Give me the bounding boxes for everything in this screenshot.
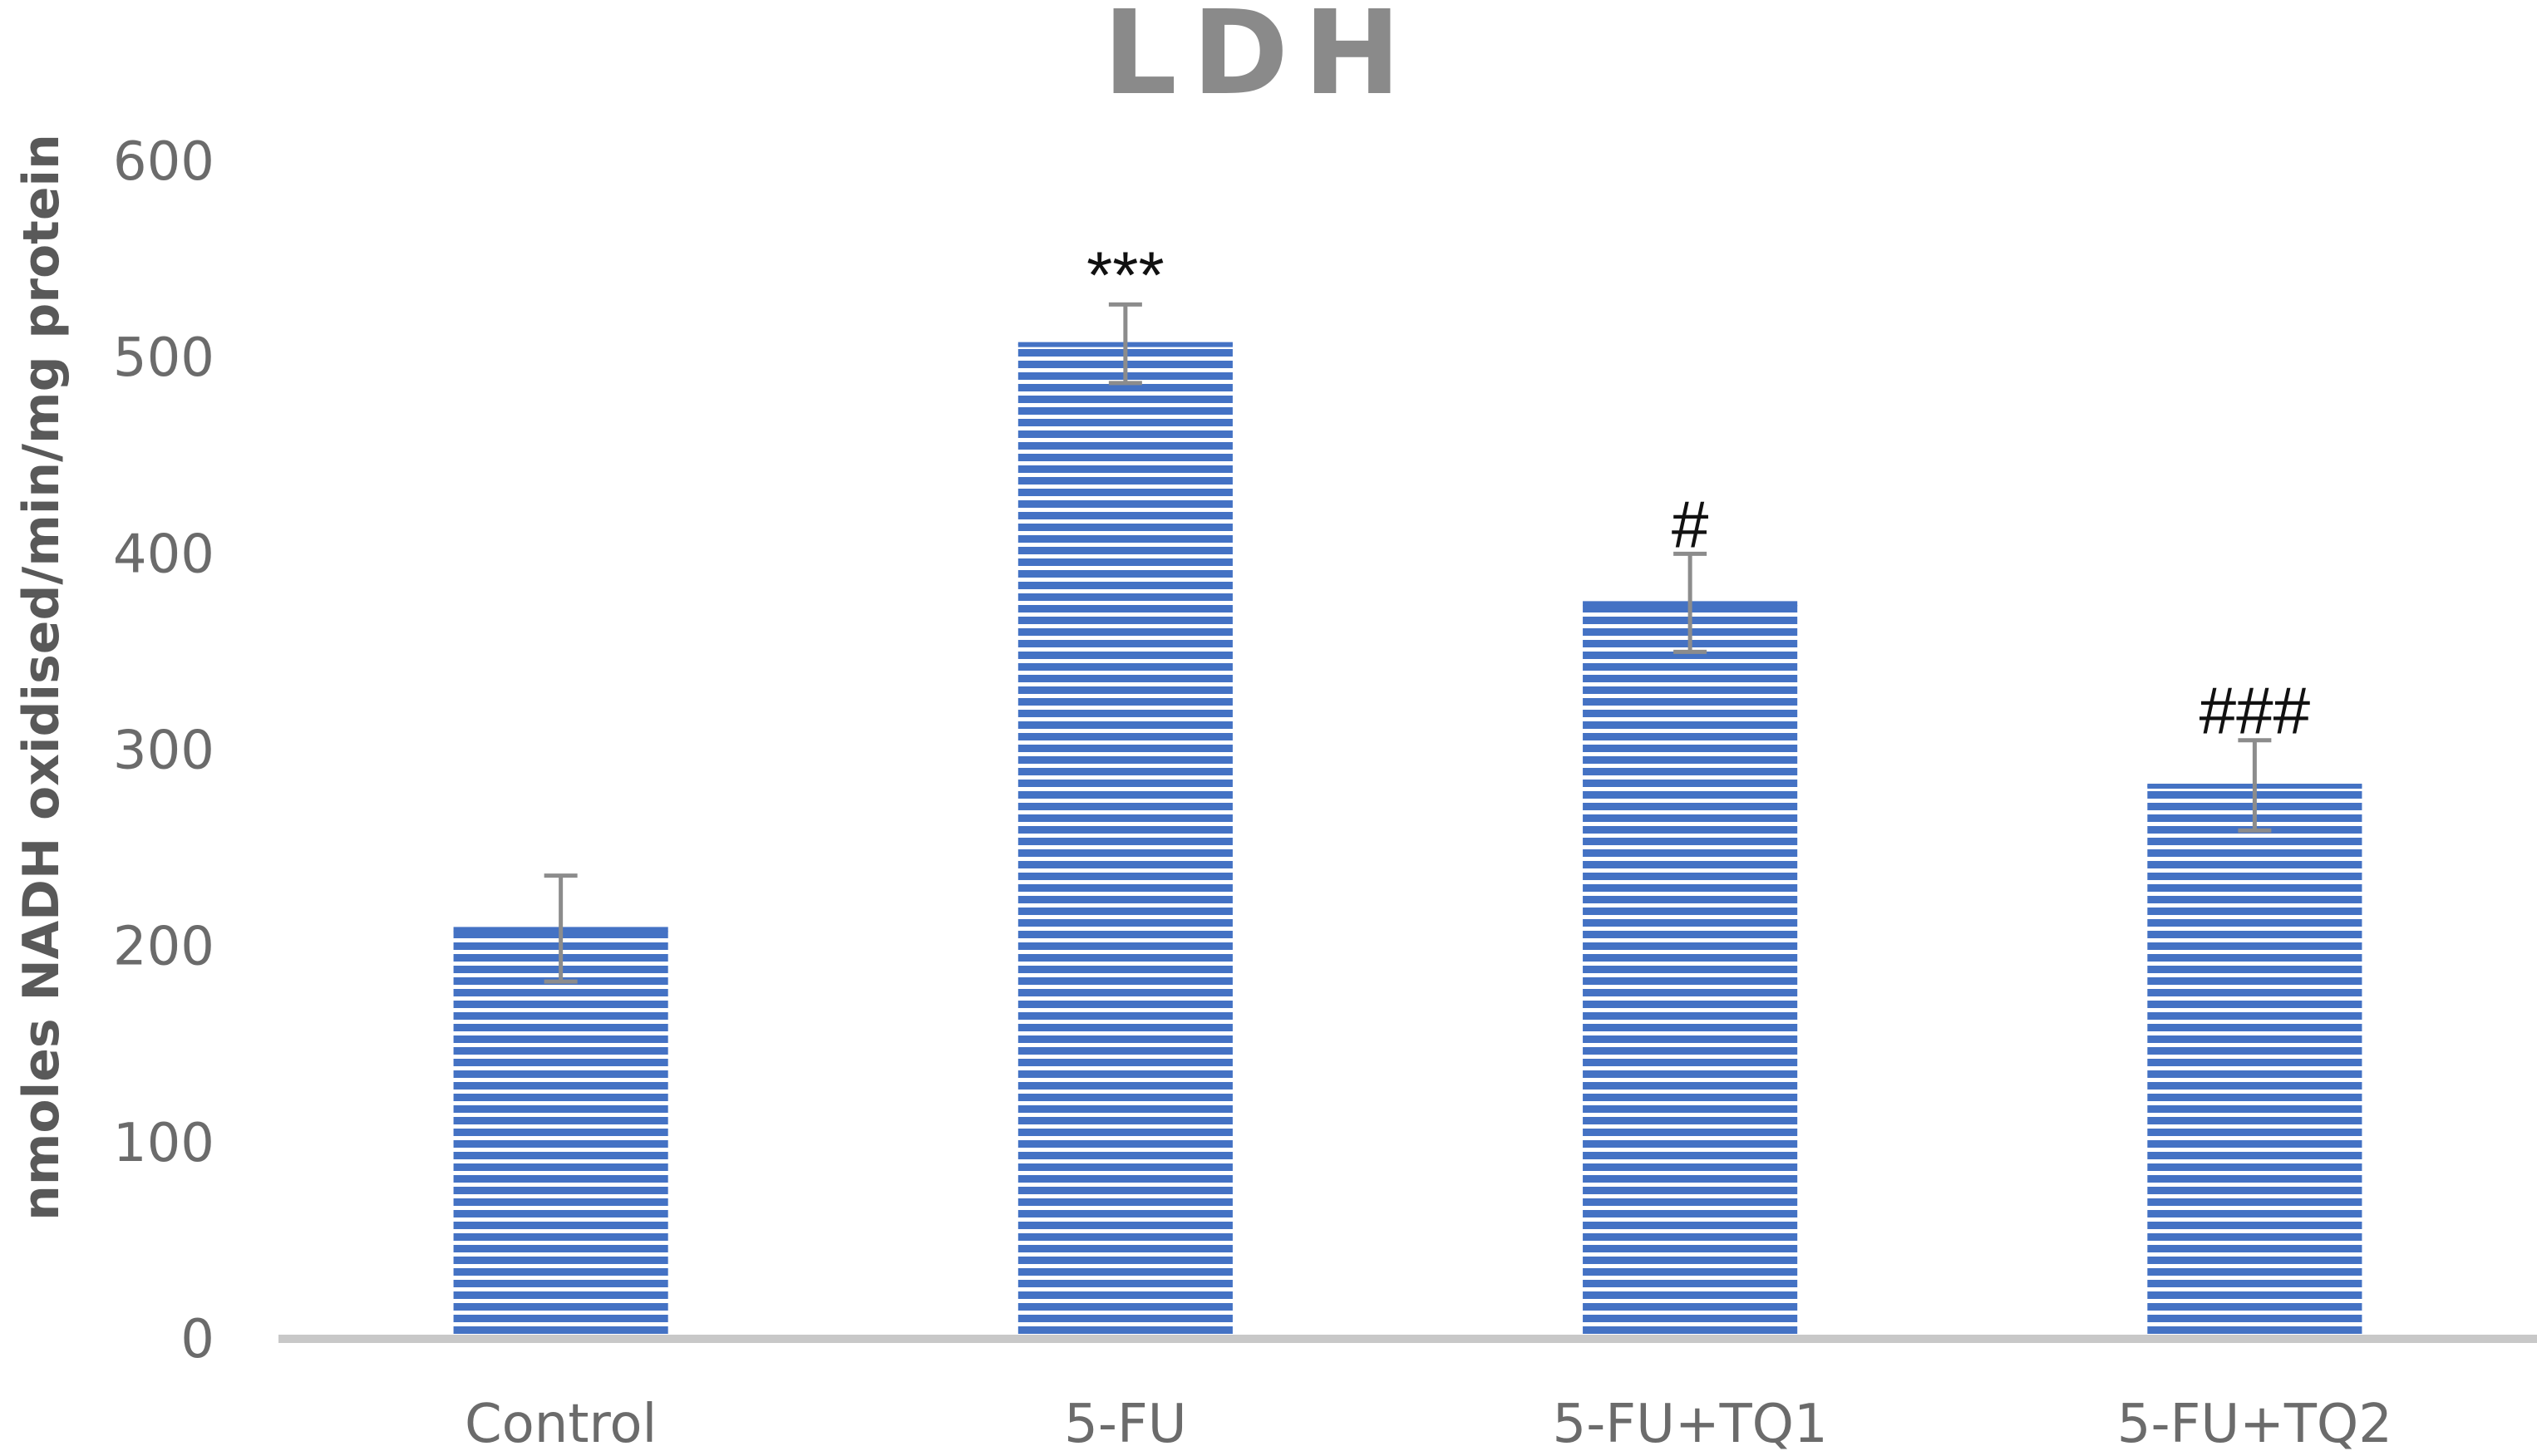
bar-5-fu-tq1 xyxy=(1583,603,1798,1339)
x-tick-label: 5-FU+TQ2 xyxy=(2117,1394,2392,1455)
y-tick-label: 0 xyxy=(180,1309,214,1370)
error-bar xyxy=(1673,551,1707,654)
x-tick-label: 5-FU+TQ1 xyxy=(1552,1394,1827,1455)
chart-title: LDH xyxy=(1103,0,1416,121)
significance-label: ### xyxy=(2200,674,2311,748)
y-tick-label: 500 xyxy=(113,327,214,389)
y-axis-label: nmoles NADH oxidised/min/mg protein xyxy=(12,134,71,1221)
y-tick-label: 200 xyxy=(113,917,214,978)
y-tick-label: 100 xyxy=(113,1113,214,1174)
bar-control xyxy=(453,928,668,1339)
bars: ***#### xyxy=(453,238,2362,1339)
error-bar xyxy=(2238,738,2272,833)
error-bar xyxy=(1108,302,1142,386)
x-tick-label: Control xyxy=(465,1394,657,1455)
y-axis-ticks: 0 100 200 300 400 500 600 xyxy=(113,131,214,1370)
y-tick-label: 300 xyxy=(113,721,214,782)
x-tick-label: 5-FU xyxy=(1064,1394,1186,1455)
y-tick-label: 600 xyxy=(113,131,214,193)
bar-5-fu xyxy=(1017,343,1233,1339)
significance-label: *** xyxy=(1086,238,1164,312)
x-axis-ticks: Control 5-FU 5-FU+TQ1 5-FU+TQ2 xyxy=(465,1394,2392,1455)
y-tick-label: 400 xyxy=(113,524,214,585)
significance-label: # xyxy=(1672,487,1709,561)
error-bar xyxy=(544,873,578,984)
bar-5-fu-tq2 xyxy=(2147,785,2362,1339)
